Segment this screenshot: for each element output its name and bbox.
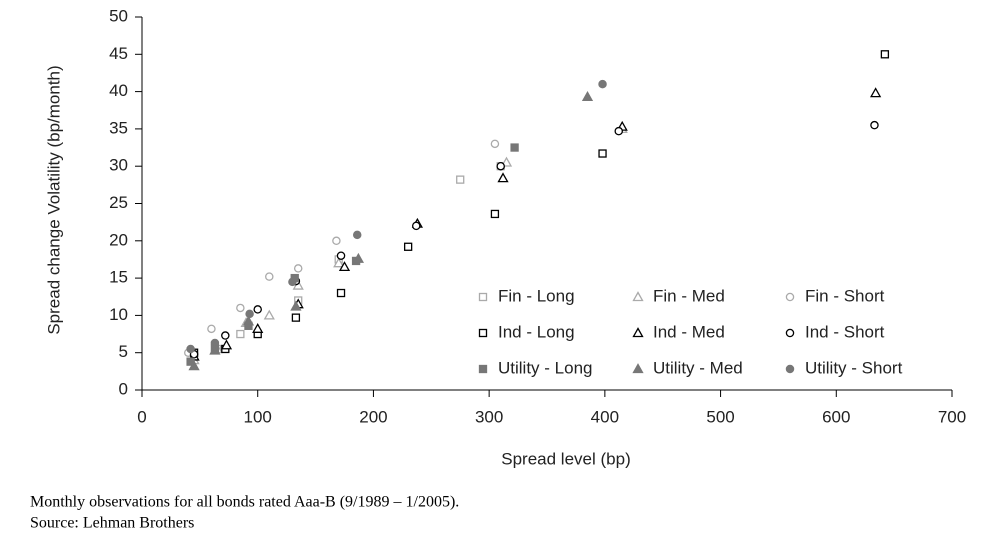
y-tick-label: 5 [119, 342, 128, 361]
legend-marker [785, 364, 795, 374]
point [496, 161, 505, 171]
y-tick-label: 20 [109, 230, 128, 249]
point [209, 344, 221, 355]
point [338, 261, 351, 272]
footnote: Monthly observations for all bonds rated… [30, 494, 459, 511]
point [510, 143, 519, 152]
point [288, 277, 297, 287]
point [490, 139, 500, 149]
x-tick-label: 400 [591, 407, 619, 426]
legend-label: Fin - Short [805, 286, 885, 305]
point [210, 338, 220, 348]
y-tick-label: 30 [109, 156, 128, 175]
point [263, 309, 275, 320]
legend-label: Ind - Med [653, 322, 725, 341]
point [207, 324, 216, 334]
legend-marker [785, 292, 795, 302]
point [870, 87, 882, 98]
x-axis-title: Spread level (bp) [501, 449, 630, 468]
y-tick-label: 10 [109, 305, 128, 324]
footnote: Source: Lehman Brothers [30, 515, 194, 532]
point [332, 236, 341, 246]
y-tick-label: 15 [109, 268, 128, 287]
x-tick-label: 600 [822, 407, 850, 426]
point [456, 175, 465, 184]
point [293, 264, 303, 273]
point [188, 360, 200, 371]
point [221, 331, 230, 340]
point [490, 209, 500, 219]
point [352, 230, 362, 240]
y-tick-label: 35 [109, 118, 128, 137]
point [497, 172, 509, 183]
point [336, 251, 346, 260]
x-tick-label: 0 [137, 407, 146, 426]
point [352, 252, 364, 263]
legend-label: Ind - Short [805, 322, 885, 341]
point [411, 221, 421, 231]
legend-label: Fin - Long [498, 286, 575, 305]
legend-marker [478, 364, 488, 374]
x-tick-label: 700 [938, 407, 966, 426]
y-tick-label: 45 [109, 44, 128, 63]
x-tick-label: 300 [475, 407, 503, 426]
point [581, 90, 594, 101]
point [614, 126, 623, 136]
y-axis-title: Spread change Volatility (bp/month) [44, 65, 63, 334]
x-tick-label: 500 [706, 407, 734, 426]
point [403, 242, 413, 251]
point [870, 120, 879, 130]
point [245, 309, 254, 319]
legend-marker [632, 327, 644, 338]
point [253, 305, 262, 314]
point [236, 329, 245, 339]
y-tick-label: 40 [109, 81, 128, 100]
point [236, 303, 245, 313]
point [290, 300, 302, 311]
legend-marker [478, 328, 488, 338]
x-tick-label: 100 [244, 407, 272, 426]
legend-label: Utility - Long [498, 358, 592, 377]
legend-marker [785, 328, 795, 338]
x-tick-label: 200 [359, 407, 387, 426]
y-tick-label: 0 [119, 379, 128, 398]
point [333, 257, 345, 268]
point [880, 50, 890, 59]
point [598, 79, 607, 89]
y-tick-label: 50 [109, 6, 128, 25]
legend-label: Utility - Med [653, 358, 743, 377]
point [265, 272, 274, 281]
point [252, 323, 264, 333]
legend-label: Ind - Long [498, 322, 575, 341]
point [598, 149, 607, 158]
point [242, 315, 255, 326]
legend-marker [478, 292, 488, 302]
legend-marker [632, 291, 644, 302]
legend-marker [632, 363, 644, 374]
point [186, 344, 195, 354]
y-tick-label: 25 [109, 193, 128, 212]
legend-label: Fin - Med [653, 286, 725, 305]
point [220, 339, 233, 350]
point [336, 288, 346, 298]
point [291, 313, 301, 322]
legend-label: Utility - Short [805, 358, 903, 377]
